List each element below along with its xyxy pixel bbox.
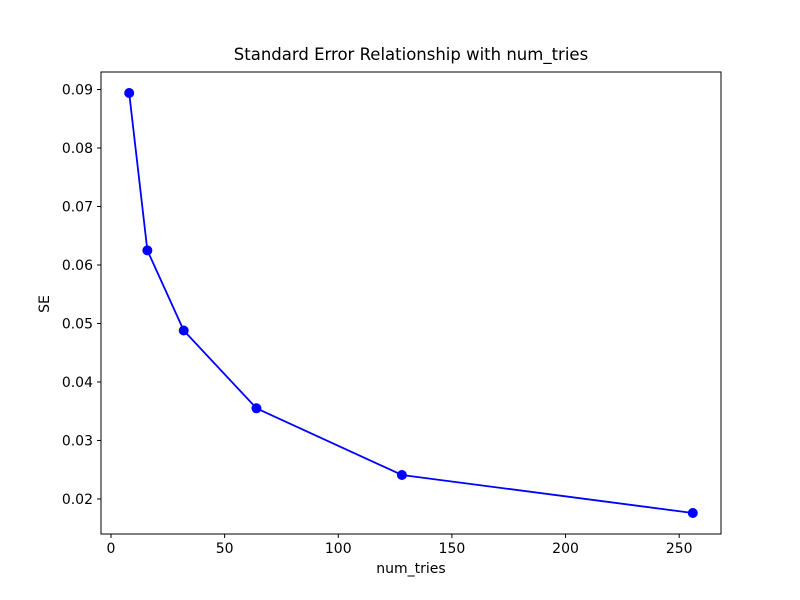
x-tick-label: 200 [552, 541, 579, 557]
x-axis-label: num_tries [376, 561, 446, 577]
y-tick-label: 0.05 [62, 316, 93, 332]
y-axis-label: SE [37, 295, 53, 313]
y-tick-label: 0.02 [62, 492, 93, 508]
y-tick-label: 0.04 [62, 375, 93, 391]
data-point [687, 508, 698, 518]
plot-frame [100, 71, 722, 535]
y-tick-label: 0.03 [62, 433, 93, 449]
data-point [396, 469, 407, 480]
x-tick-label: 50 [216, 541, 234, 557]
x-tick-label: 250 [666, 541, 693, 557]
chart-title: Standard Error Relationship with num_tri… [233, 45, 589, 64]
x-tick-label: 100 [325, 541, 352, 557]
y-tick-label: 0.07 [62, 199, 93, 215]
data-point [142, 245, 153, 256]
data-point [124, 88, 135, 98]
x-tick-label: 150 [439, 541, 466, 557]
y-tick-label: 0.09 [62, 82, 93, 98]
data-line [128, 92, 693, 514]
y-tick-label: 0.06 [62, 258, 93, 274]
data-point [178, 325, 189, 336]
data-point [251, 403, 262, 414]
y-tick-label: 0.08 [62, 141, 93, 157]
x-tick-label: 0 [107, 541, 116, 557]
